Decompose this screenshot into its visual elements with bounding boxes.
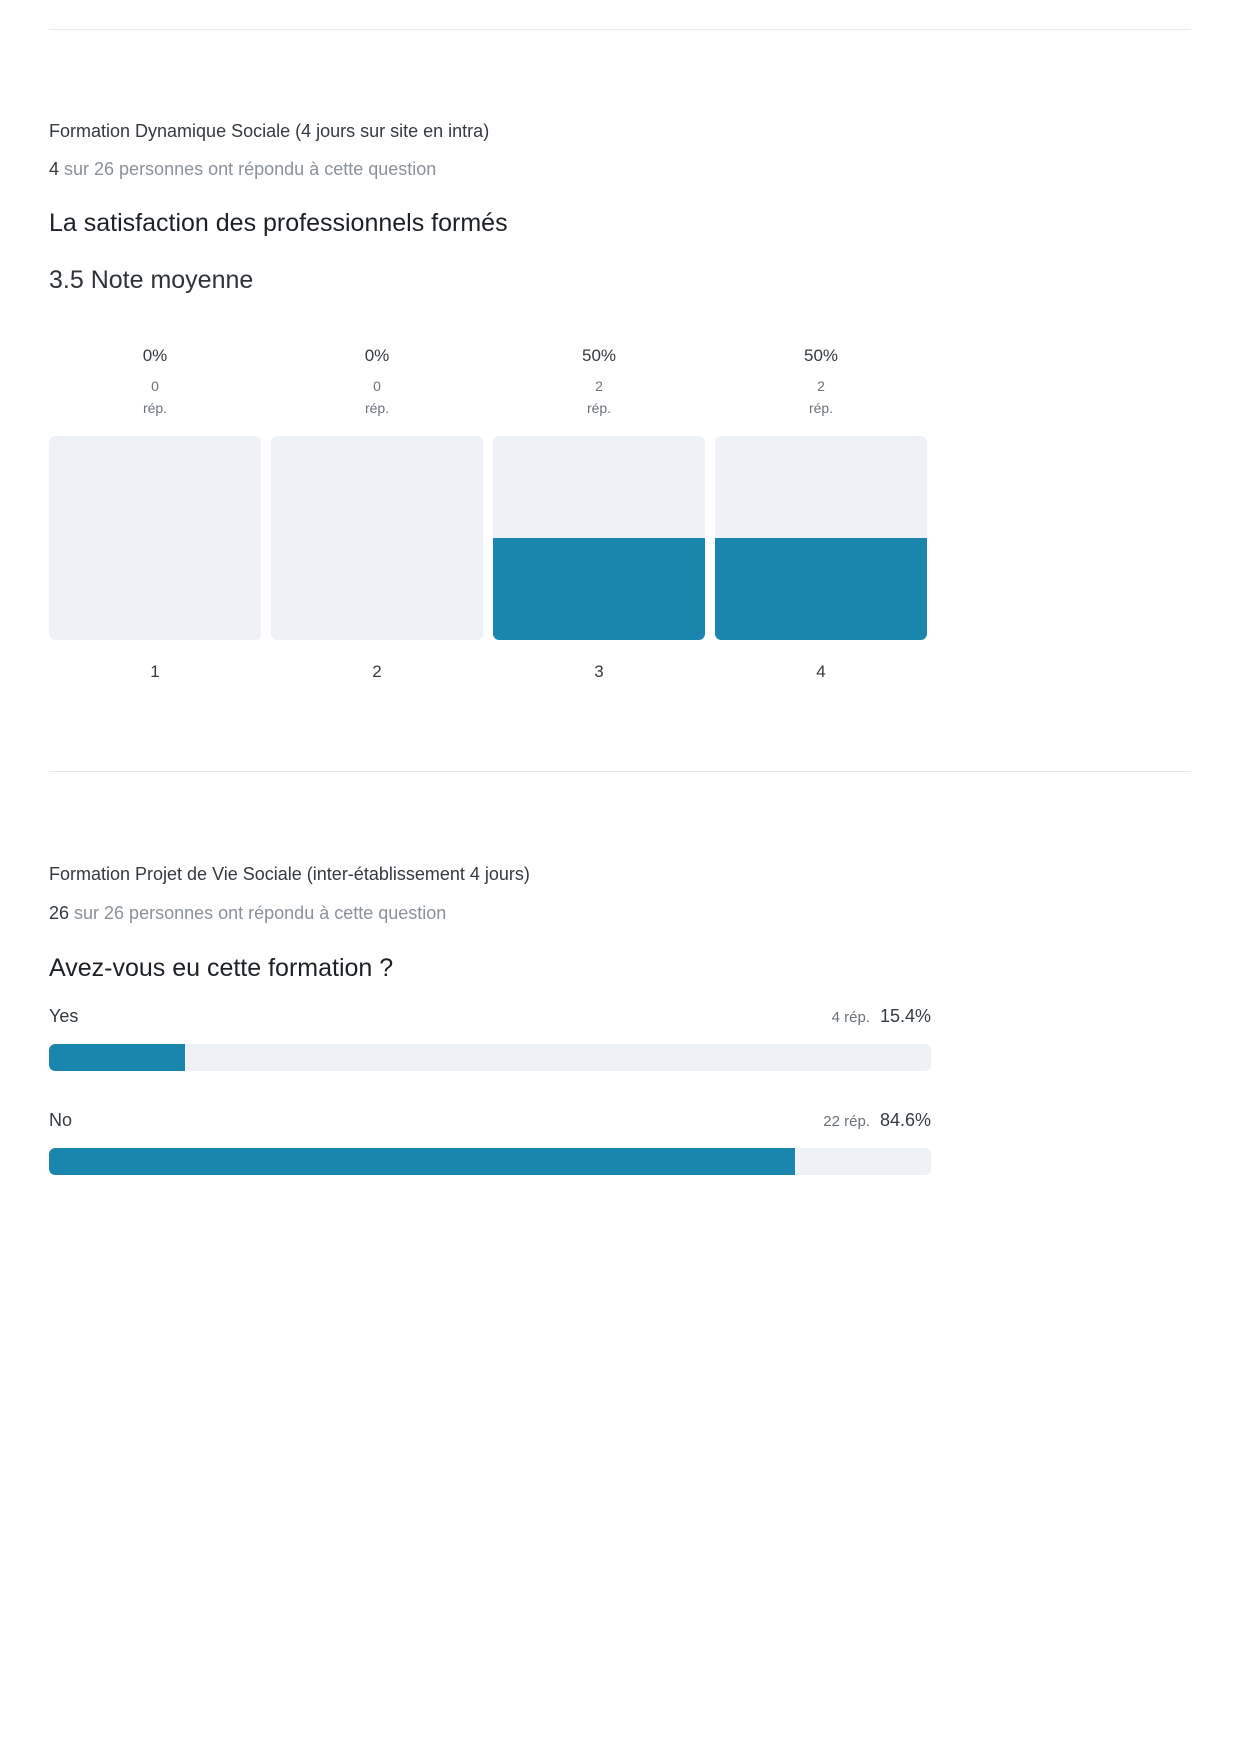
answer-row-yes: Yes 4 rép. 15.4% [49,1006,931,1076]
rating-distribution-chart: 0% 0 rép. 1 0% 0 rép. 2 50% 2 rép. 3 50% 2 rép. 4 [49,0,1191,700]
count-label: 0 [151,378,159,394]
answer-row-no: No 22 rép. 84.6% [49,1110,931,1180]
response-count: 4 [49,159,60,179]
response-summary: 4 sur 26 personnes ont répondu à cette q… [49,159,436,180]
percent-label: 84.6% [879,1110,931,1130]
question-title: La satisfaction des professionnels formé… [49,209,508,237]
x-tick-label: 1 [150,662,160,681]
section-divider [49,771,1191,772]
answer-label: No [49,1110,73,1130]
percent-label: 0% [142,346,168,365]
question-title: Avez-vous eu cette formation ? [49,954,394,982]
count-unit-label: rép. [808,400,834,416]
bar [49,1044,185,1071]
question-section-dynamique-sociale: Formation Dynamique Sociale (4 jours sur… [49,0,1191,760]
count-label: 2 [595,378,603,394]
section-title: Formation Projet de Vie Sociale (inter-é… [49,864,530,884]
count-unit-label: rép. [364,400,390,416]
x-tick-label: 2 [372,662,382,681]
count-label: 22 rép. [823,1113,870,1130]
count-unit-label: rép. [142,400,168,416]
bar [493,538,705,640]
count-label: 0 [373,378,381,394]
question-section-projet-vie-sociale: Formation Projet de Vie Sociale (inter-é… [49,0,1191,1200]
response-text: sur 26 personnes ont répondu à cette que… [69,903,447,923]
answer-stats: 22 rép. 84.6% [823,1110,931,1131]
response-count: 26 [49,903,70,923]
section-title: Formation Dynamique Sociale (4 jours sur… [49,121,490,141]
percent-label: 50% [581,346,617,365]
bar-track [271,436,483,640]
count-unit-label: rép. [586,400,612,416]
bar-track [493,436,705,640]
top-divider [49,29,1191,30]
bar-track [49,1044,931,1071]
count-label: 2 [817,378,825,394]
response-text: sur 26 personnes ont répondu à cette que… [59,159,437,179]
percent-label: 50% [803,346,839,365]
bar [715,538,927,640]
bar-track [715,436,927,640]
percent-label: 0% [364,346,390,365]
response-summary: 26 sur 26 personnes ont répondu à cette … [49,903,446,924]
bar-track [49,436,261,640]
percent-label: 15.4% [879,1006,931,1026]
bar-track [49,1148,931,1175]
answer-label: Yes [49,1006,79,1026]
bar [49,1148,796,1175]
x-tick-label: 3 [594,662,604,681]
answer-stats: 4 rép. 15.4% [832,1006,931,1027]
average-rating: 3.5 Note moyenne [49,266,254,294]
count-label: 4 rép. [831,1009,870,1026]
x-tick-label: 4 [816,662,826,681]
